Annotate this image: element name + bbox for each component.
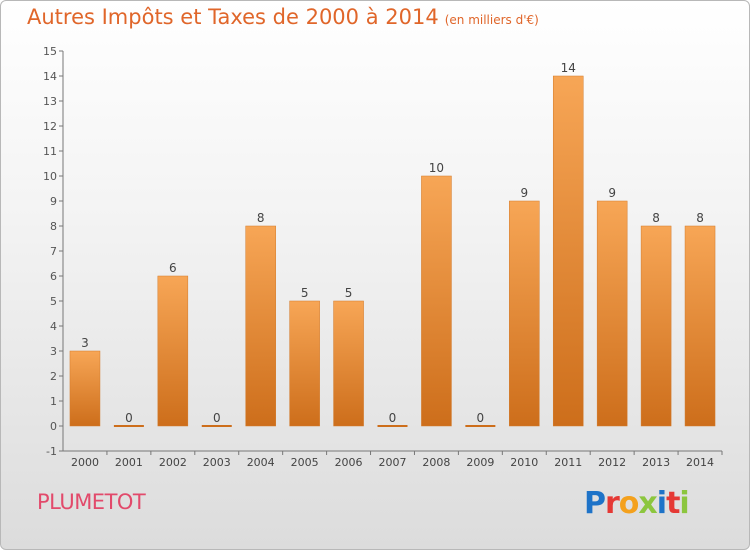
chart-title-text: Autres Impôts et Taxes de 2000 à 2014 bbox=[27, 5, 439, 29]
logo-letter: i bbox=[679, 486, 689, 521]
data-label: 0 bbox=[213, 411, 221, 425]
x-tick-label: 2011 bbox=[554, 456, 582, 469]
x-tick-label: 2008 bbox=[422, 456, 450, 469]
x-tick-label: 2005 bbox=[291, 456, 319, 469]
data-label: 9 bbox=[608, 186, 616, 200]
y-tick-label: 7 bbox=[50, 245, 57, 258]
data-label: 8 bbox=[257, 211, 265, 225]
bar bbox=[245, 225, 276, 427]
data-label: 9 bbox=[520, 186, 528, 200]
logo-letter: i bbox=[656, 486, 667, 521]
data-label: 6 bbox=[169, 261, 177, 275]
data-label: 5 bbox=[345, 286, 353, 300]
bar bbox=[421, 175, 452, 427]
data-label: 3 bbox=[81, 336, 89, 350]
y-tick-label: 11 bbox=[43, 145, 57, 158]
proxiti-logo: Proxiti bbox=[584, 486, 690, 521]
y-tick-label: 8 bbox=[50, 220, 57, 233]
logo-letter: o bbox=[618, 486, 640, 521]
x-tick-label: 2014 bbox=[686, 456, 714, 469]
logo-letter: x bbox=[638, 486, 657, 521]
bar bbox=[684, 225, 716, 427]
data-label: 14 bbox=[561, 61, 576, 75]
y-tick-label: 12 bbox=[43, 120, 57, 133]
data-label: 8 bbox=[696, 211, 704, 225]
x-tick-label: 2000 bbox=[71, 456, 99, 469]
x-tick-label: 2010 bbox=[510, 456, 538, 469]
y-tick-label: 13 bbox=[43, 95, 57, 108]
logo-letter: P bbox=[584, 486, 606, 521]
bar bbox=[552, 75, 584, 427]
bar bbox=[157, 275, 189, 427]
bar bbox=[289, 300, 320, 427]
data-label: 10 bbox=[429, 161, 444, 175]
y-tick-label: 9 bbox=[50, 195, 57, 208]
y-tick-label: 2 bbox=[50, 370, 57, 383]
y-tick-label: -1 bbox=[46, 445, 57, 458]
y-tick-label: 1 bbox=[50, 395, 57, 408]
x-tick-label: 2004 bbox=[247, 456, 275, 469]
data-label: 0 bbox=[477, 411, 485, 425]
y-tick-label: 14 bbox=[43, 70, 57, 83]
bar bbox=[509, 200, 540, 427]
data-label: 0 bbox=[389, 411, 397, 425]
y-tick-label: 0 bbox=[50, 420, 57, 433]
bar bbox=[596, 200, 628, 427]
y-tick-label: 6 bbox=[50, 270, 57, 283]
x-tick-label: 2001 bbox=[115, 456, 143, 469]
y-tick-label: 5 bbox=[50, 295, 57, 308]
x-tick-label: 2003 bbox=[203, 456, 231, 469]
bar bbox=[333, 300, 364, 427]
y-tick-label: 4 bbox=[50, 320, 57, 333]
bar bbox=[69, 350, 101, 427]
logo-letter: r bbox=[605, 486, 620, 521]
y-tick-label: 15 bbox=[43, 45, 57, 58]
bar bbox=[640, 225, 672, 427]
commune-name: PLUMETOT bbox=[37, 490, 146, 514]
x-tick-label: 2007 bbox=[379, 456, 407, 469]
chart-title: Autres Impôts et Taxes de 2000 à 2014 (en… bbox=[27, 5, 539, 29]
x-tick-label: 2012 bbox=[598, 456, 626, 469]
chart-subtitle: (en milliers d'€) bbox=[444, 13, 539, 27]
data-label: 0 bbox=[125, 411, 133, 425]
y-tick-label: 10 bbox=[43, 170, 57, 183]
data-label: 5 bbox=[301, 286, 309, 300]
x-tick-label: 2013 bbox=[642, 456, 670, 469]
x-tick-label: 2009 bbox=[466, 456, 494, 469]
y-tick-label: 3 bbox=[50, 345, 57, 358]
x-tick-label: 2006 bbox=[335, 456, 363, 469]
data-label: 8 bbox=[652, 211, 660, 225]
logo-letter: t bbox=[666, 486, 680, 521]
x-tick-label: 2002 bbox=[159, 456, 187, 469]
